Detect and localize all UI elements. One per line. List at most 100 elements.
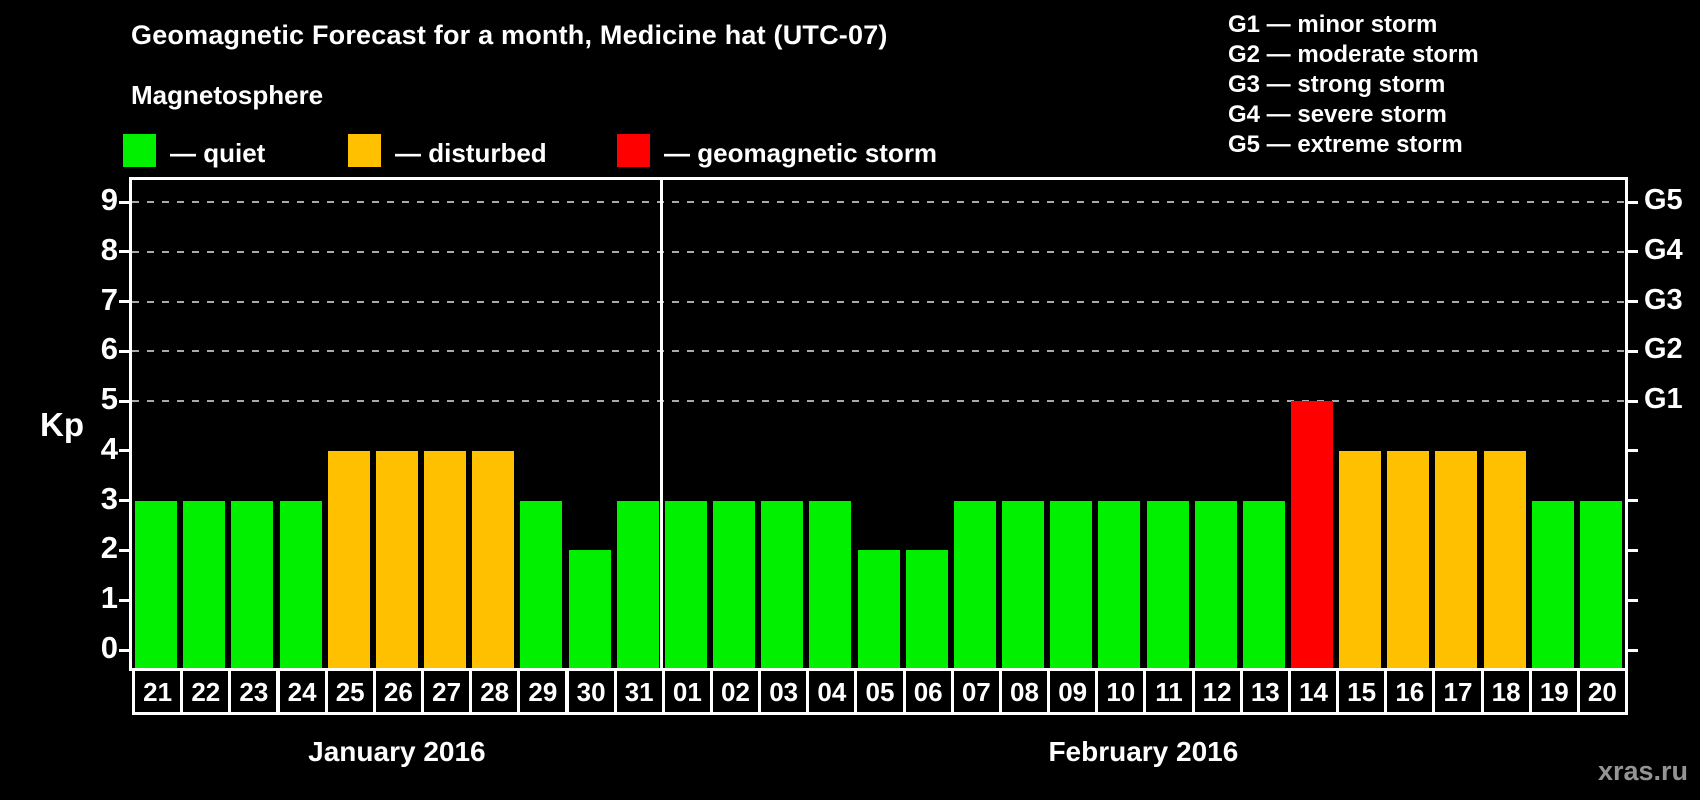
- y-axis-tick-label-7: 7: [100, 281, 118, 317]
- quiet-legend-label: — quiet: [170, 138, 266, 168]
- kp-bar-day-22: [183, 500, 226, 668]
- day-label-cell-07: 07: [950, 668, 1002, 715]
- kp-bar-day-16: [1387, 450, 1430, 668]
- y-axis-tick-right: [1627, 399, 1638, 403]
- y-axis-tick-left: [119, 399, 130, 403]
- kp-bar-day-01: [664, 500, 707, 668]
- right-axis-label-G5: G5: [1644, 184, 1683, 216]
- kp-bar-day-21: [135, 500, 178, 668]
- page-title: Geomagnetic Forecast for a month, Medici…: [131, 20, 888, 50]
- y-axis-tick-right: [1627, 349, 1638, 353]
- day-label-cell-12: 12: [1191, 668, 1243, 715]
- kp-bar-day-31: [616, 500, 659, 668]
- kp-bar-day-17: [1435, 450, 1478, 668]
- y-axis-tick-right: [1627, 499, 1638, 503]
- storm-swatch: [617, 134, 650, 167]
- kp-bar-day-08: [1002, 500, 1044, 668]
- kp-bar-day-18: [1483, 450, 1526, 668]
- day-label-cell-23: 23: [228, 668, 280, 715]
- kp-bar-day-29: [520, 500, 563, 668]
- y-axis-tick-left: [119, 648, 130, 652]
- kp-bar-day-09: [1050, 500, 1093, 668]
- day-label-cell-29: 29: [517, 668, 569, 715]
- day-label-cell-20: 20: [1576, 668, 1628, 715]
- y-axis-title: Kp: [40, 406, 84, 443]
- kp-bar-day-06: [905, 550, 948, 668]
- day-label-cell-22: 22: [180, 668, 232, 715]
- quiet-swatch: [123, 134, 156, 167]
- day-label-cell-27: 27: [421, 668, 473, 715]
- gridline-kp-8: [132, 250, 1625, 253]
- y-axis-tick-right: [1627, 200, 1638, 204]
- kp-bar-day-07: [953, 500, 996, 668]
- kp-bar-day-11: [1146, 500, 1189, 668]
- y-axis-tick-label-6: 6: [100, 331, 118, 367]
- kp-bar-day-10: [1098, 500, 1141, 668]
- day-label-cell-05: 05: [854, 668, 906, 715]
- day-label-cell-30: 30: [565, 668, 617, 715]
- day-label-cell-06: 06: [902, 668, 954, 715]
- day-label-cell-11: 11: [1143, 668, 1195, 715]
- day-label-cell-04: 04: [806, 668, 858, 715]
- kp-bar-day-05: [857, 550, 900, 668]
- day-label-cell-14: 14: [1287, 668, 1340, 715]
- day-label-cell-24: 24: [276, 668, 328, 715]
- right-axis-label-G1: G1: [1644, 383, 1683, 416]
- disturbed-swatch: [348, 134, 381, 167]
- kp-bar-day-27: [424, 450, 466, 668]
- gridline-kp-6: [132, 350, 1625, 353]
- storm-scale-item: G2 — moderate storm: [1228, 41, 1479, 68]
- right-axis-label-G3: G3: [1644, 283, 1683, 316]
- day-label-cell-03: 03: [758, 668, 810, 715]
- kp-bar-day-24: [279, 500, 322, 668]
- y-axis-tick-label-9: 9: [100, 182, 118, 217]
- month-separator-line: [660, 180, 664, 668]
- gridline-kp-9: [132, 201, 1625, 203]
- y-axis-tick-left: [119, 499, 130, 503]
- kp-bar-day-14: [1291, 401, 1333, 668]
- kp-bar-day-13: [1242, 500, 1285, 668]
- day-label-cell-08: 08: [998, 668, 1051, 715]
- y-axis-tick-left: [119, 598, 130, 602]
- day-label-cell-09: 09: [1047, 668, 1099, 715]
- y-axis-tick-label-0: 0: [100, 630, 118, 665]
- right-axis-label-G4: G4: [1644, 233, 1683, 266]
- gridline-kp-7: [132, 300, 1625, 303]
- y-axis-tick-right: [1627, 648, 1638, 652]
- y-axis-tick-right: [1627, 449, 1638, 453]
- y-axis-tick-label-8: 8: [100, 231, 118, 267]
- day-label-cell-15: 15: [1336, 668, 1388, 715]
- storm-scale-legend: G1 — minor storm G2 — moderate storm G3 …: [1228, 10, 1479, 160]
- day-label-cell-13: 13: [1239, 668, 1291, 715]
- month-label-1: February 2016: [1048, 736, 1239, 767]
- storm-scale-item: G3 — strong storm: [1228, 71, 1446, 98]
- y-axis-tick-left: [119, 548, 130, 552]
- kp-bar-day-30: [568, 550, 611, 668]
- day-label-cell-18: 18: [1480, 668, 1532, 715]
- kp-bar-day-25: [327, 450, 370, 668]
- kp-bar-day-15: [1339, 450, 1382, 668]
- storm-scale-item: G4 — severe storm: [1228, 101, 1447, 128]
- y-axis-tick-left: [119, 200, 130, 204]
- magnetosphere-label: Magnetosphere: [131, 80, 324, 110]
- y-axis-tick-right: [1627, 548, 1638, 552]
- day-label-cell-10: 10: [1095, 668, 1147, 715]
- y-axis-tick-left: [119, 250, 130, 254]
- day-label-cell-28: 28: [469, 668, 521, 715]
- y-axis-tick-right: [1627, 598, 1638, 602]
- y-axis-tick-label-1: 1: [100, 580, 118, 616]
- gridline-kp-5: [132, 400, 1625, 403]
- day-label-cell-21: 21: [132, 668, 184, 715]
- disturbed-legend-label: — disturbed: [395, 138, 547, 168]
- kp-bar-day-12: [1194, 500, 1237, 668]
- right-axis-label-G2: G2: [1644, 333, 1683, 366]
- y-axis-tick-left: [119, 300, 130, 304]
- storm-scale-item: G5 — extreme storm: [1228, 131, 1463, 158]
- day-label-cell-26: 26: [372, 668, 424, 715]
- y-axis-tick-label-4: 4: [100, 430, 118, 466]
- day-label-cell-16: 16: [1384, 668, 1436, 715]
- watermark: xras.ru: [1597, 756, 1688, 786]
- y-axis-tick-label-2: 2: [100, 530, 118, 566]
- y-axis-tick-label-5: 5: [100, 381, 118, 417]
